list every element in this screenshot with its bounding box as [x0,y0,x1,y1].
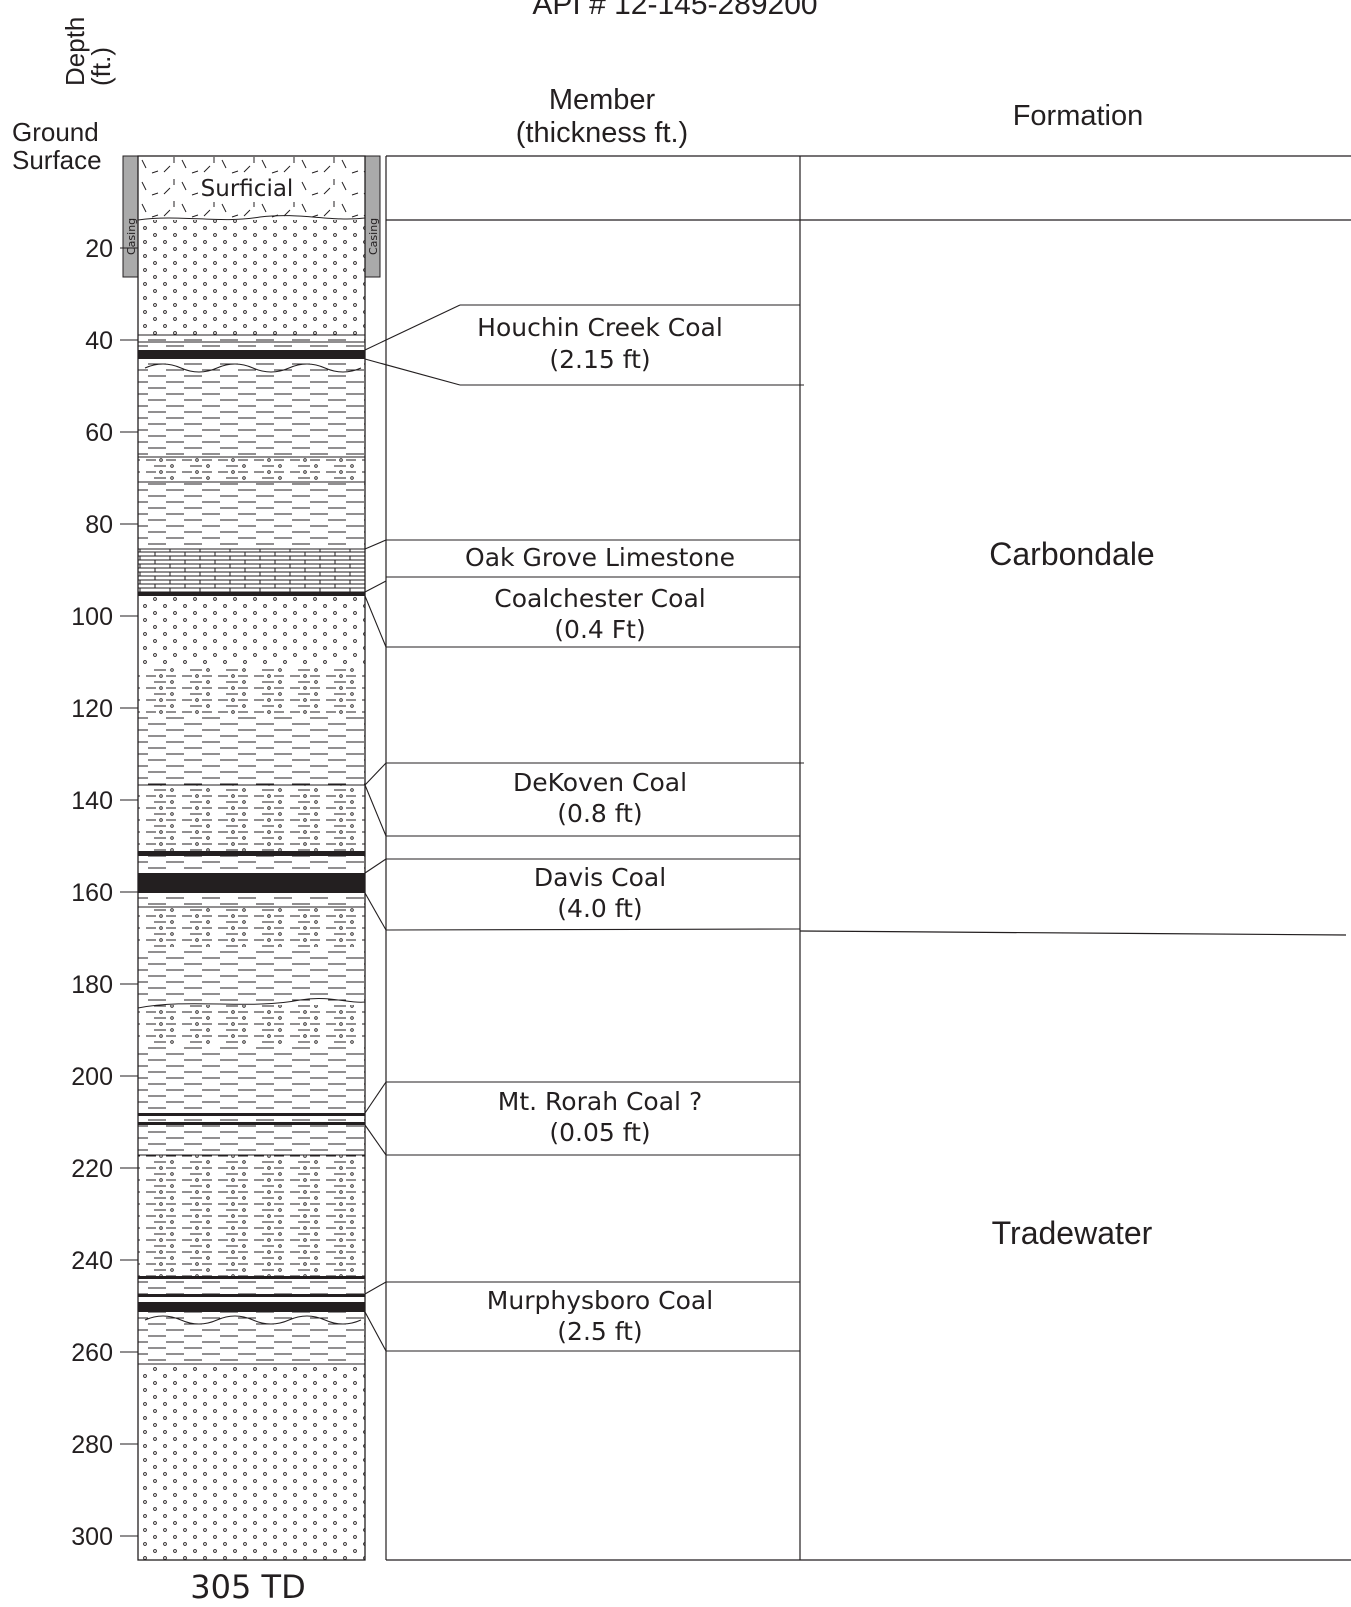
layer-shale-9 [138,1116,365,1122]
casing-left [122,155,139,278]
formation-label-carbondale: Carbondale [989,536,1154,572]
member-connectors [364,304,804,1352]
depth-tick-label: 220 [71,1155,113,1183]
layer-silty-shale-6 [138,1155,365,1276]
member-label-houchin-creek: Houchin Creek Coal [477,313,723,342]
surficial-label: Surficial [201,176,294,202]
lithology-column [138,156,365,1560]
member-label-oak-grove: Oak Grove Limestone [465,543,735,572]
member-thickness-houchin-creek: (2.15 ft) [549,345,650,374]
depth-tick-label: 200 [71,1063,113,1091]
member-label-mt-rorah: Mt. Rorah Coal ? [498,1087,702,1116]
lithology-column-outline [137,155,366,1561]
layer-shale-11 [138,1279,365,1294]
lithology-boundaries [137,215,366,1365]
depth-tick-label: 100 [71,603,113,631]
layer-silty-shale-5 [138,1005,365,1045]
depth-axis-title-line2: (ft.) [86,47,116,86]
layer-coal-houchin [138,350,365,359]
depth-tick-label: 40 [85,327,113,355]
layer-coal-thin [138,1276,365,1279]
formation-label-tradewater: Tradewater [992,1215,1153,1251]
ground-surface-label-line1: Ground [12,117,99,147]
member-thickness-murphysboro: (2.5 ft) [557,1317,642,1346]
member-thickness-mt-rorah: (0.05 ft) [549,1118,650,1147]
member-label-coalchester: Coalchester Coal [494,584,705,613]
member-thickness-coalchester: (0.4 Ft) [554,615,645,644]
member-thickness-dekoven: (0.8 ft) [557,799,642,828]
layer-sandstone-upper [138,220,365,335]
member-thickness-davis: (4.0 ft) [557,894,642,923]
casing-label-right: Casing [367,218,380,255]
member-label-davis: Davis Coal [534,863,666,892]
casing-label-left: Casing [125,218,138,255]
layer-coal-davis [138,873,365,893]
depth-tick-label: 20 [85,235,113,263]
layer-coal-mtrorah-a [138,1113,365,1116]
depth-ticks: 20 40 60 80 100 120 140 160 180 200 220 240 260 280 30… [71,235,138,1551]
member-label-dekoven: DeKoven Coal [513,768,687,797]
member-header-line2: (thickness ft.) [516,117,688,149]
layer-coal-murphysboro [138,1302,365,1312]
ground-surface-label-line2: Surface [12,145,102,175]
layer-silty-shale-2 [138,666,365,716]
layer-silty-shale-1 [138,457,365,482]
depth-tick-label: 280 [71,1431,113,1459]
layer-shale-7 [138,947,365,1005]
layer-coal-mtrorah-b [138,1122,365,1125]
layer-shale-3 [138,482,365,549]
depth-tick-label: 180 [71,971,113,999]
formation-header: Formation [1013,100,1144,132]
depth-tick-label: 240 [71,1247,113,1275]
depth-tick-label: 260 [71,1339,113,1367]
depth-tick-label: 160 [71,879,113,907]
casing-right [364,155,381,278]
member-label-murphysboro: Murphysboro Coal [487,1286,713,1315]
depth-axis-title: Depth (ft.) [60,17,116,86]
layer-sandstone-lower [138,1364,365,1560]
depth-tick-label: 140 [71,787,113,815]
member-formation-table [385,155,1351,1561]
depth-tick-label: 60 [85,419,113,447]
layer-shale-10 [138,1125,365,1155]
layer-shale-2 [138,359,365,457]
layer-shale-4 [138,716,365,785]
depth-tick-label: 300 [71,1523,113,1551]
depth-tick-label: 120 [71,695,113,723]
member-header-line1: Member [549,84,656,116]
layer-silty-shale-4 [138,907,365,947]
layer-shale-8 [138,1045,365,1113]
surficial-label-bg [198,174,296,202]
layer-shale-6 [138,893,365,907]
layer-limestone [138,549,365,592]
depth-axis-title-line1: Depth [60,17,90,86]
total-depth-label: 305 TD [190,1568,305,1606]
layer-coal-murphysboro-a [138,1294,365,1297]
layer-coal-dekoven [138,851,365,856]
depth-tick-label: 80 [85,511,113,539]
layer-coal-coalchester [138,592,365,596]
well-api-title: API # 12-145-289200 [532,0,817,21]
layer-sandstone-2 [138,596,365,666]
layer-shale-5 [138,856,365,873]
layer-silty-shale-3 [138,785,365,851]
